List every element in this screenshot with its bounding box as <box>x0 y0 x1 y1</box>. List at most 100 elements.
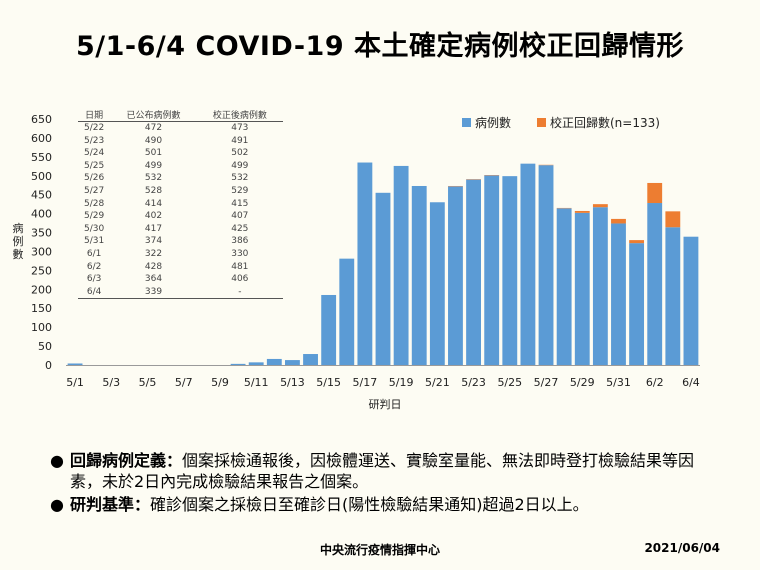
bullet-icon: ● <box>50 451 64 470</box>
y-tick-label: 300 <box>31 245 52 258</box>
note-text: 個案採檢通報後，因檢體運送、實驗室量能、無法即時登打檢驗結果等因素，未於2日內完… <box>70 451 695 491</box>
table-cell: 374 <box>144 236 163 247</box>
bar-case-count <box>266 358 282 365</box>
y-tick-label: 550 <box>31 151 52 164</box>
table-cell: 5/30 <box>84 223 105 234</box>
table-cell: 428 <box>144 261 163 272</box>
x-tick-label: 5/9 <box>211 376 229 389</box>
x-tick-label: 5/13 <box>280 376 305 389</box>
bar-case-count <box>484 175 500 365</box>
legend-swatch <box>537 118 546 127</box>
x-tick-label: 6/2 <box>646 376 664 389</box>
x-tick-label: 5/17 <box>353 376 378 389</box>
table-cell: 472 <box>144 123 163 133</box>
bar-case-count <box>429 202 445 365</box>
chart-bars <box>67 162 699 365</box>
bar-case-count <box>647 203 663 365</box>
table-cell: 490 <box>144 135 163 146</box>
table-row: 5/29 402 407 <box>78 210 283 223</box>
x-tick-label: 5/29 <box>570 376 595 389</box>
table-cell: 5/25 <box>84 160 105 171</box>
x-tick-label: 5/15 <box>316 376 341 389</box>
x-tick-label: 6/4 <box>682 376 700 389</box>
x-axis-label: 研判日 <box>369 398 402 411</box>
footer-date: 2021/06/04 <box>644 541 720 555</box>
table-cell: 532 <box>144 173 163 184</box>
bar-case-count <box>502 176 518 365</box>
table-cell: 414 <box>144 198 163 209</box>
table-cell: 5/27 <box>84 185 105 196</box>
x-tick-label: 5/1 <box>66 376 84 389</box>
x-tick-label: 5/31 <box>606 376 631 389</box>
table-row: 6/2 428 481 <box>78 261 283 274</box>
table-cell: 322 <box>144 248 163 259</box>
bar-case-count <box>248 362 264 365</box>
table-cell: 425 <box>231 223 249 234</box>
table-cell: 529 <box>231 185 249 196</box>
bar-case-count <box>629 243 645 365</box>
x-tick-label: 5/11 <box>244 376 269 389</box>
table-cell: 406 <box>231 274 249 285</box>
bar-case-count <box>321 294 337 365</box>
note-item: ● 回歸病例定義：個案採檢通報後，因檢體運送、實驗室量能、無法即時登打檢驗結果等… <box>46 450 726 492</box>
bar-case-count <box>665 227 681 365</box>
table-cell: 501 <box>144 148 163 159</box>
table-cell: 6/1 <box>86 248 102 259</box>
y-axis-label: 病例數 <box>13 221 24 261</box>
chart-legend: 病例數 校正回歸數(n=133) <box>462 115 660 130</box>
bar-correction-count <box>592 204 608 208</box>
table-cell: 407 <box>231 211 249 222</box>
bar-case-count <box>67 363 83 365</box>
bar-correction-count <box>665 211 681 228</box>
x-tick-label: 5/3 <box>102 376 120 389</box>
bar-case-count <box>285 360 300 365</box>
bullet-icon: ● <box>50 495 64 514</box>
bar-case-count <box>520 163 536 365</box>
bar-case-count <box>538 165 554 365</box>
table-cell: 5/26 <box>84 173 105 184</box>
table-cell: 6/4 <box>78 285 111 300</box>
table-cell: 5/28 <box>84 198 105 209</box>
y-tick-label: 500 <box>31 170 52 183</box>
table-cell: 339 <box>110 285 197 300</box>
y-tick-label: 100 <box>31 321 52 334</box>
legend-label: 病例數 <box>475 115 511 130</box>
y-axis-label-char: 病 <box>13 221 24 235</box>
table-cell: 364 <box>144 274 163 285</box>
table-cell: 417 <box>144 223 163 234</box>
chart-axes: 0 50 100 150 200 250 300 350 400 450 500 550 600 650 5… <box>31 113 700 411</box>
bar-correction-count <box>574 210 590 213</box>
table-body: 5/22 472 473 5/23 490 491 5/24 501 502 5/25 499 499… <box>78 122 283 300</box>
y-tick-label: 600 <box>31 132 52 145</box>
y-tick-label: 200 <box>31 283 52 296</box>
note-label: 回歸病例定義： <box>70 451 183 470</box>
table-header-cell: 日期 <box>78 107 111 122</box>
bar-case-count <box>466 179 481 365</box>
table-cell: 5/31 <box>84 236 105 247</box>
table-row: 6/3 364 406 <box>78 273 283 286</box>
note-item: ● 研判基準：確診個案之採檢日至確診日(陽性檢驗結果通知)超過2日以上。 <box>46 494 726 515</box>
table-cell: 502 <box>231 148 249 159</box>
bar-case-count <box>230 363 246 365</box>
table-cell: 5/24 <box>84 148 105 159</box>
table-cell: 499 <box>144 160 163 171</box>
x-tick-label: 5/19 <box>389 376 414 389</box>
table-cell: 499 <box>231 160 249 171</box>
page-title: 5/1-6/4 COVID-19 本土確定病例校正回歸情形 <box>75 31 685 62</box>
table-cell: 5/22 <box>84 123 105 133</box>
x-tick-label: 5/5 <box>139 376 157 389</box>
bar-case-count <box>411 185 427 365</box>
table-row: 5/27 528 529 <box>78 185 283 198</box>
bar-correction-count <box>647 182 663 204</box>
table-cell: 532 <box>231 173 249 184</box>
legend-label: 校正回歸數(n=133) <box>550 115 660 130</box>
bar-case-count <box>357 162 373 365</box>
table-header-cell: 校正後病例數 <box>196 107 283 122</box>
table-cell: 415 <box>231 198 249 209</box>
table-row: 6/1 322 330 <box>78 248 283 261</box>
bar-case-count <box>375 192 391 365</box>
x-tick-label: 5/23 <box>461 376 486 389</box>
case-bar-chart: 0 50 100 150 200 250 300 350 400 450 500 550 600 650 5… <box>13 113 700 411</box>
notes-list: ● 回歸病例定義：個案採檢通報後，因檢體運送、實驗室量能、無法即時登打檢驗結果等… <box>46 450 726 517</box>
table-cell: 473 <box>231 123 249 133</box>
